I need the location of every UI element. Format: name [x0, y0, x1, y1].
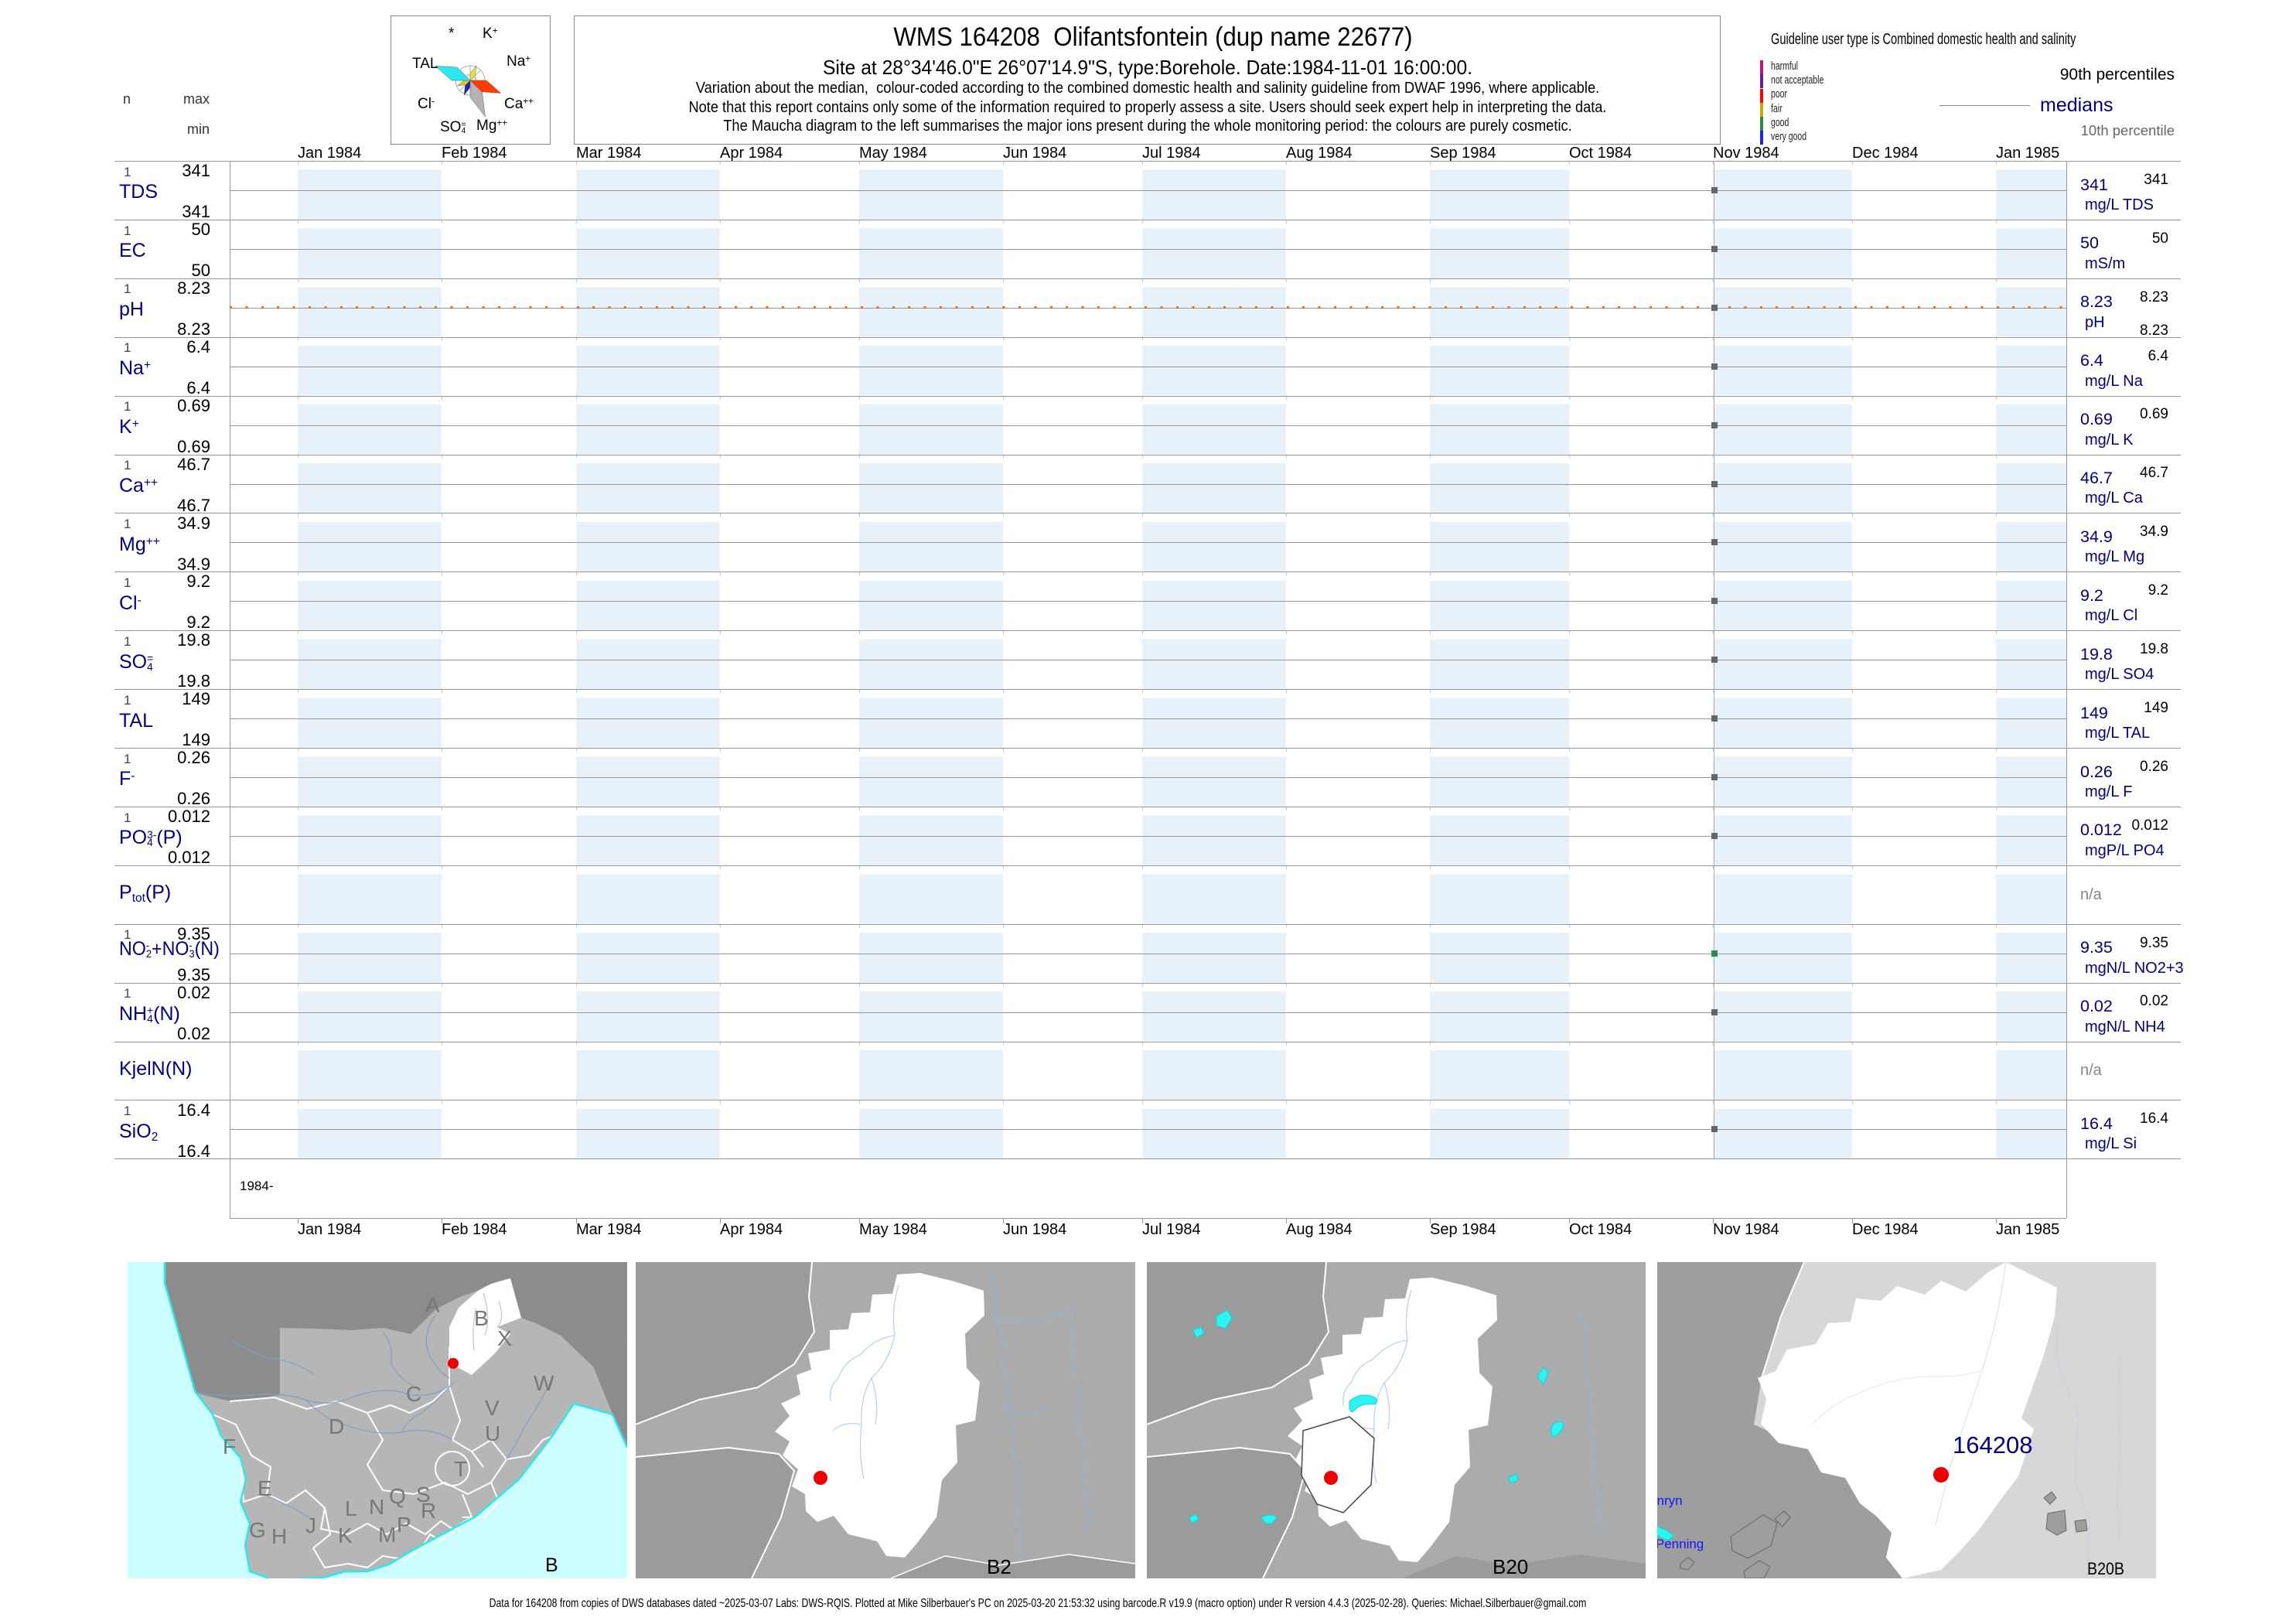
svg-text:U: U [485, 1421, 500, 1445]
svg-text:C: C [406, 1382, 421, 1406]
svg-text:N: N [369, 1495, 384, 1519]
svg-text:F: F [223, 1435, 236, 1459]
svg-text:T: T [454, 1457, 467, 1481]
svg-text:E: E [258, 1476, 272, 1500]
svg-text:W: W [534, 1371, 554, 1395]
svg-text:B20: B20 [1493, 1555, 1528, 1578]
svg-text:G: G [249, 1518, 266, 1542]
svg-text:Q: Q [389, 1484, 406, 1508]
svg-text:H: H [271, 1524, 287, 1548]
svg-text:Vanryn: Vanryn [1657, 1493, 1683, 1508]
svg-text:D: D [329, 1414, 344, 1438]
svg-text:B: B [545, 1554, 558, 1576]
svg-text:K: K [338, 1523, 353, 1547]
svg-text:V: V [485, 1396, 500, 1420]
svg-text:L: L [345, 1496, 357, 1520]
svg-text:P: P [397, 1513, 411, 1537]
svg-text:B20B: B20B [2087, 1559, 2124, 1578]
svg-text:S: S [416, 1482, 431, 1506]
svg-text:R: R [421, 1499, 436, 1523]
svg-text:B: B [474, 1306, 489, 1330]
svg-text:Victor Penning: Victor Penning [1657, 1537, 1704, 1551]
svg-text:J: J [305, 1513, 316, 1537]
svg-text:A: A [425, 1293, 440, 1317]
svg-text:B2: B2 [987, 1555, 1012, 1578]
svg-text:164208: 164208 [1953, 1431, 2032, 1459]
svg-text:X: X [497, 1326, 512, 1350]
svg-text:M: M [378, 1523, 396, 1547]
